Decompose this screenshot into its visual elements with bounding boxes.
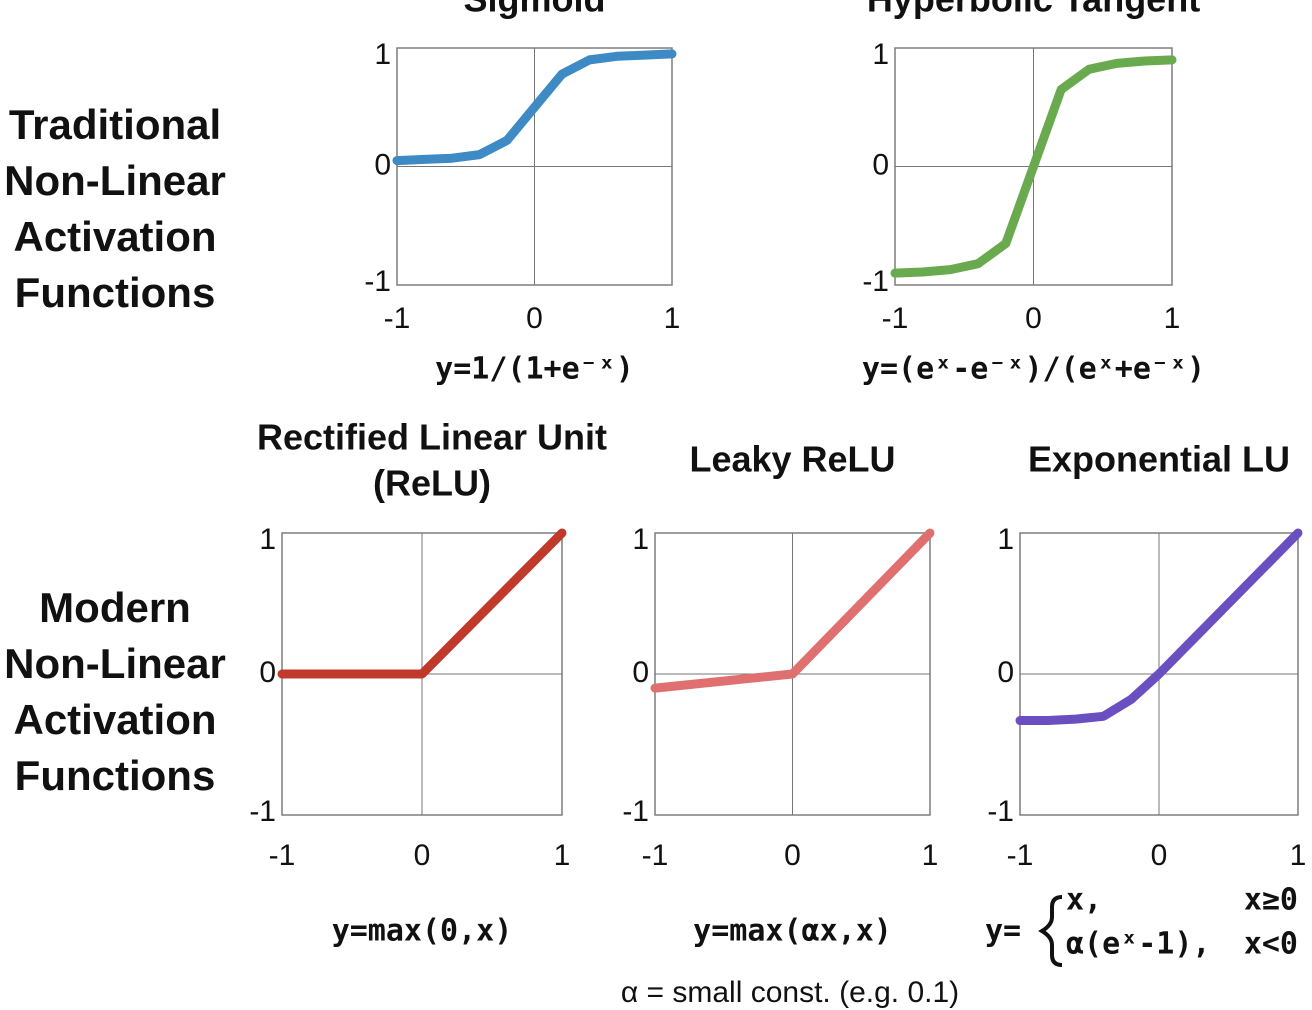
case-value: x, — [1066, 883, 1102, 918]
row-label: Traditional — [9, 101, 221, 148]
line — [1015, 528, 1303, 726]
y-tick-label: 0 — [997, 656, 1014, 689]
formula: y= — [985, 914, 1021, 949]
y-tick-label: 1 — [374, 38, 391, 71]
chart-title: Hyperbolic Tangent — [867, 0, 1200, 20]
line — [650, 528, 935, 693]
row-label: Non-Linear — [4, 157, 226, 204]
chart-title: Exponential LU — [1028, 439, 1290, 480]
x-tick-label: -1 — [384, 302, 411, 335]
y-tick-label: 1 — [997, 523, 1014, 556]
y-tick-label: -1 — [249, 795, 276, 828]
y-tick-label: 0 — [872, 148, 889, 181]
line — [277, 528, 567, 679]
chart-title: Leaky ReLU — [689, 439, 895, 480]
footnote: α = small const. (e.g. 0.1) — [621, 976, 959, 1009]
x-tick-label: 1 — [922, 839, 939, 872]
row-label: Non-Linear — [4, 640, 226, 687]
y-tick-label: 1 — [632, 523, 649, 556]
y-tick-label: 0 — [632, 656, 649, 689]
case-condition: x≥0 — [1244, 883, 1298, 918]
formula: y=max(αx,x) — [693, 914, 892, 949]
formula: y=(eˣ-e⁻ˣ)/(eˣ+e⁻ˣ) — [862, 352, 1205, 387]
x-tick-label: 0 — [1151, 839, 1168, 872]
y-tick-label: -1 — [622, 795, 649, 828]
x-tick-label: 0 — [784, 839, 801, 872]
y-tick-label: 0 — [259, 656, 276, 689]
case-condition: x<0 — [1244, 927, 1298, 962]
line — [890, 55, 1177, 278]
row-label: Activation — [13, 213, 216, 260]
brace — [1038, 895, 1063, 967]
y-tick-label: -1 — [987, 795, 1014, 828]
row-label: Functions — [15, 752, 216, 799]
y-tick-label: 1 — [259, 523, 276, 556]
x-tick-label: -1 — [269, 839, 296, 872]
y-tick-label: -1 — [364, 265, 391, 298]
x-tick-label: -1 — [882, 302, 909, 335]
chart-title: (ReLU) — [373, 463, 491, 504]
chart-title: Sigmoid — [464, 0, 606, 20]
formula: y=max(0,x) — [332, 914, 513, 949]
x-tick-label: 1 — [1164, 302, 1181, 335]
x-tick-label: 0 — [1025, 302, 1042, 335]
x-tick-label: 1 — [1290, 839, 1307, 872]
x-tick-label: -1 — [1007, 839, 1034, 872]
y-tick-label: -1 — [862, 265, 889, 298]
y-tick-label: 1 — [872, 38, 889, 71]
row-label: Activation — [13, 696, 216, 743]
y-tick-label: 0 — [374, 148, 391, 181]
case-value: α(eˣ-1), — [1066, 927, 1211, 962]
x-tick-label: 0 — [526, 302, 543, 335]
x-tick-label: -1 — [642, 839, 669, 872]
x-tick-label: 1 — [554, 839, 571, 872]
row-label: Modern — [39, 584, 191, 631]
row-label: Functions — [15, 269, 216, 316]
line — [392, 49, 677, 166]
formula: y=1/(1+e⁻ˣ) — [435, 352, 634, 387]
x-tick-label: 1 — [664, 302, 681, 335]
chart-title: Rectified Linear Unit — [257, 417, 607, 458]
x-tick-label: 0 — [414, 839, 431, 872]
